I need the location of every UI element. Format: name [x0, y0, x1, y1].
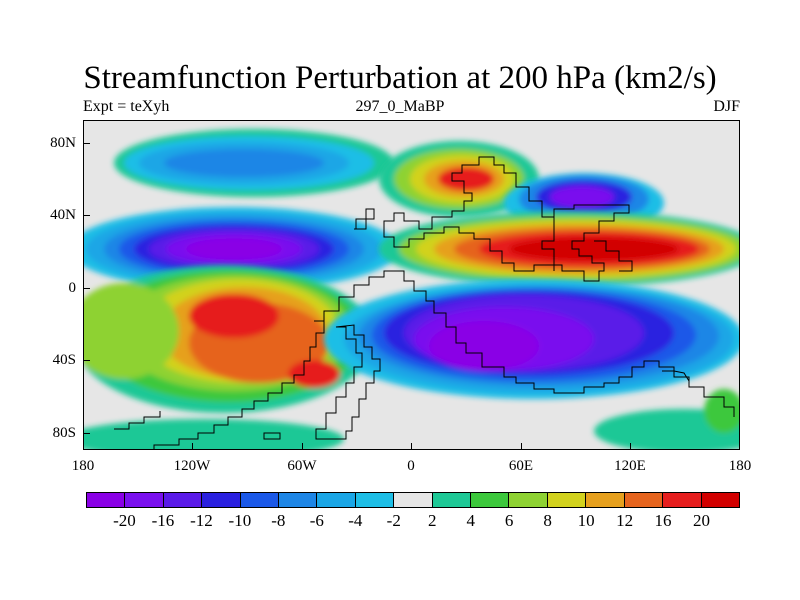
colorbar-segment — [317, 493, 356, 507]
lat-label-80n: 80N — [50, 135, 76, 151]
lon-tick — [411, 443, 412, 450]
colorbar-label: 6 — [504, 511, 514, 530]
colorbar-segment — [471, 493, 510, 507]
colorbar-segment — [509, 493, 548, 507]
lat-tick — [83, 433, 90, 434]
colorbar — [86, 492, 740, 508]
experiment-label: Expt = teXyh — [83, 98, 170, 115]
colorbar-segment — [355, 493, 395, 507]
colorbar-segment — [394, 493, 433, 507]
lat-tick — [83, 288, 90, 289]
south-pacific-high — [84, 265, 374, 413]
colorbar-segment — [624, 493, 664, 507]
colorbar-label: -8 — [271, 511, 286, 530]
season-label: DJF — [713, 98, 740, 115]
colorbar-segment — [547, 493, 587, 507]
north-pacific-low — [114, 129, 394, 197]
lon-label-60w: 60W — [287, 458, 317, 474]
lon-tick — [192, 443, 193, 450]
lon-tick — [630, 443, 631, 450]
colorbar-segment — [701, 493, 739, 507]
colorbar-segment — [432, 493, 472, 507]
lon-tick — [302, 443, 303, 450]
lat-label-40n: 40N — [50, 207, 76, 223]
lon-label-120w: 120W — [173, 458, 211, 474]
colorbar-label: 10 — [577, 511, 595, 530]
period-label: 297_0_MaBP — [355, 98, 445, 115]
contour-map — [84, 121, 739, 449]
colorbar-label: -20 — [113, 511, 136, 530]
lat-tick — [83, 215, 90, 216]
colorbar-label: 2 — [427, 511, 437, 530]
colorbar-label: 16 — [654, 511, 672, 530]
southern-low — [324, 279, 739, 399]
continent-outlines — [114, 156, 735, 449]
colorbar-label: -4 — [348, 511, 363, 530]
colorbar-segment — [87, 493, 126, 507]
lon-label-180e: 180 — [728, 458, 752, 474]
lon-label-0: 0 — [407, 458, 415, 474]
lat-tick — [83, 360, 90, 361]
colorbar-label: 20 — [693, 511, 711, 530]
colorbar-label: -2 — [386, 511, 401, 530]
lat-label-80s: 80S — [52, 425, 76, 441]
colorbar-label: -12 — [190, 511, 213, 530]
colorbar-label: 4 — [466, 511, 475, 530]
colorbar-label: -10 — [228, 511, 252, 530]
colorbar-label: 12 — [616, 511, 634, 530]
lat-label-0: 0 — [68, 280, 77, 296]
lat-tick — [83, 143, 90, 144]
lon-label-120e: 120E — [614, 458, 646, 474]
colorbar-segment — [663, 493, 702, 507]
colorbar-label: 8 — [543, 511, 552, 530]
colorbar-segment — [240, 493, 280, 507]
plot-title: Streamfunction Perturbation at 200 hPa (… — [83, 60, 717, 96]
colorbar-segment — [163, 493, 203, 507]
colorbar-label: -16 — [151, 511, 175, 530]
colorbar-label: -6 — [309, 511, 324, 530]
pacific-trough — [84, 207, 399, 291]
southern-polar-band — [84, 389, 739, 449]
lon-label-180w: 180 — [71, 458, 95, 474]
colorbar-segment — [125, 493, 164, 507]
colorbar-segment — [586, 493, 625, 507]
lon-tick — [521, 443, 522, 450]
colorbar-segment — [279, 493, 318, 507]
north-africa-eurasia-high — [379, 141, 539, 217]
map-plot — [83, 120, 740, 450]
lat-label-40s: 40S — [52, 352, 76, 368]
colorbar-segment — [202, 493, 241, 507]
tethys-anticyclone — [379, 211, 739, 287]
lon-label-60e: 60E — [508, 458, 534, 474]
